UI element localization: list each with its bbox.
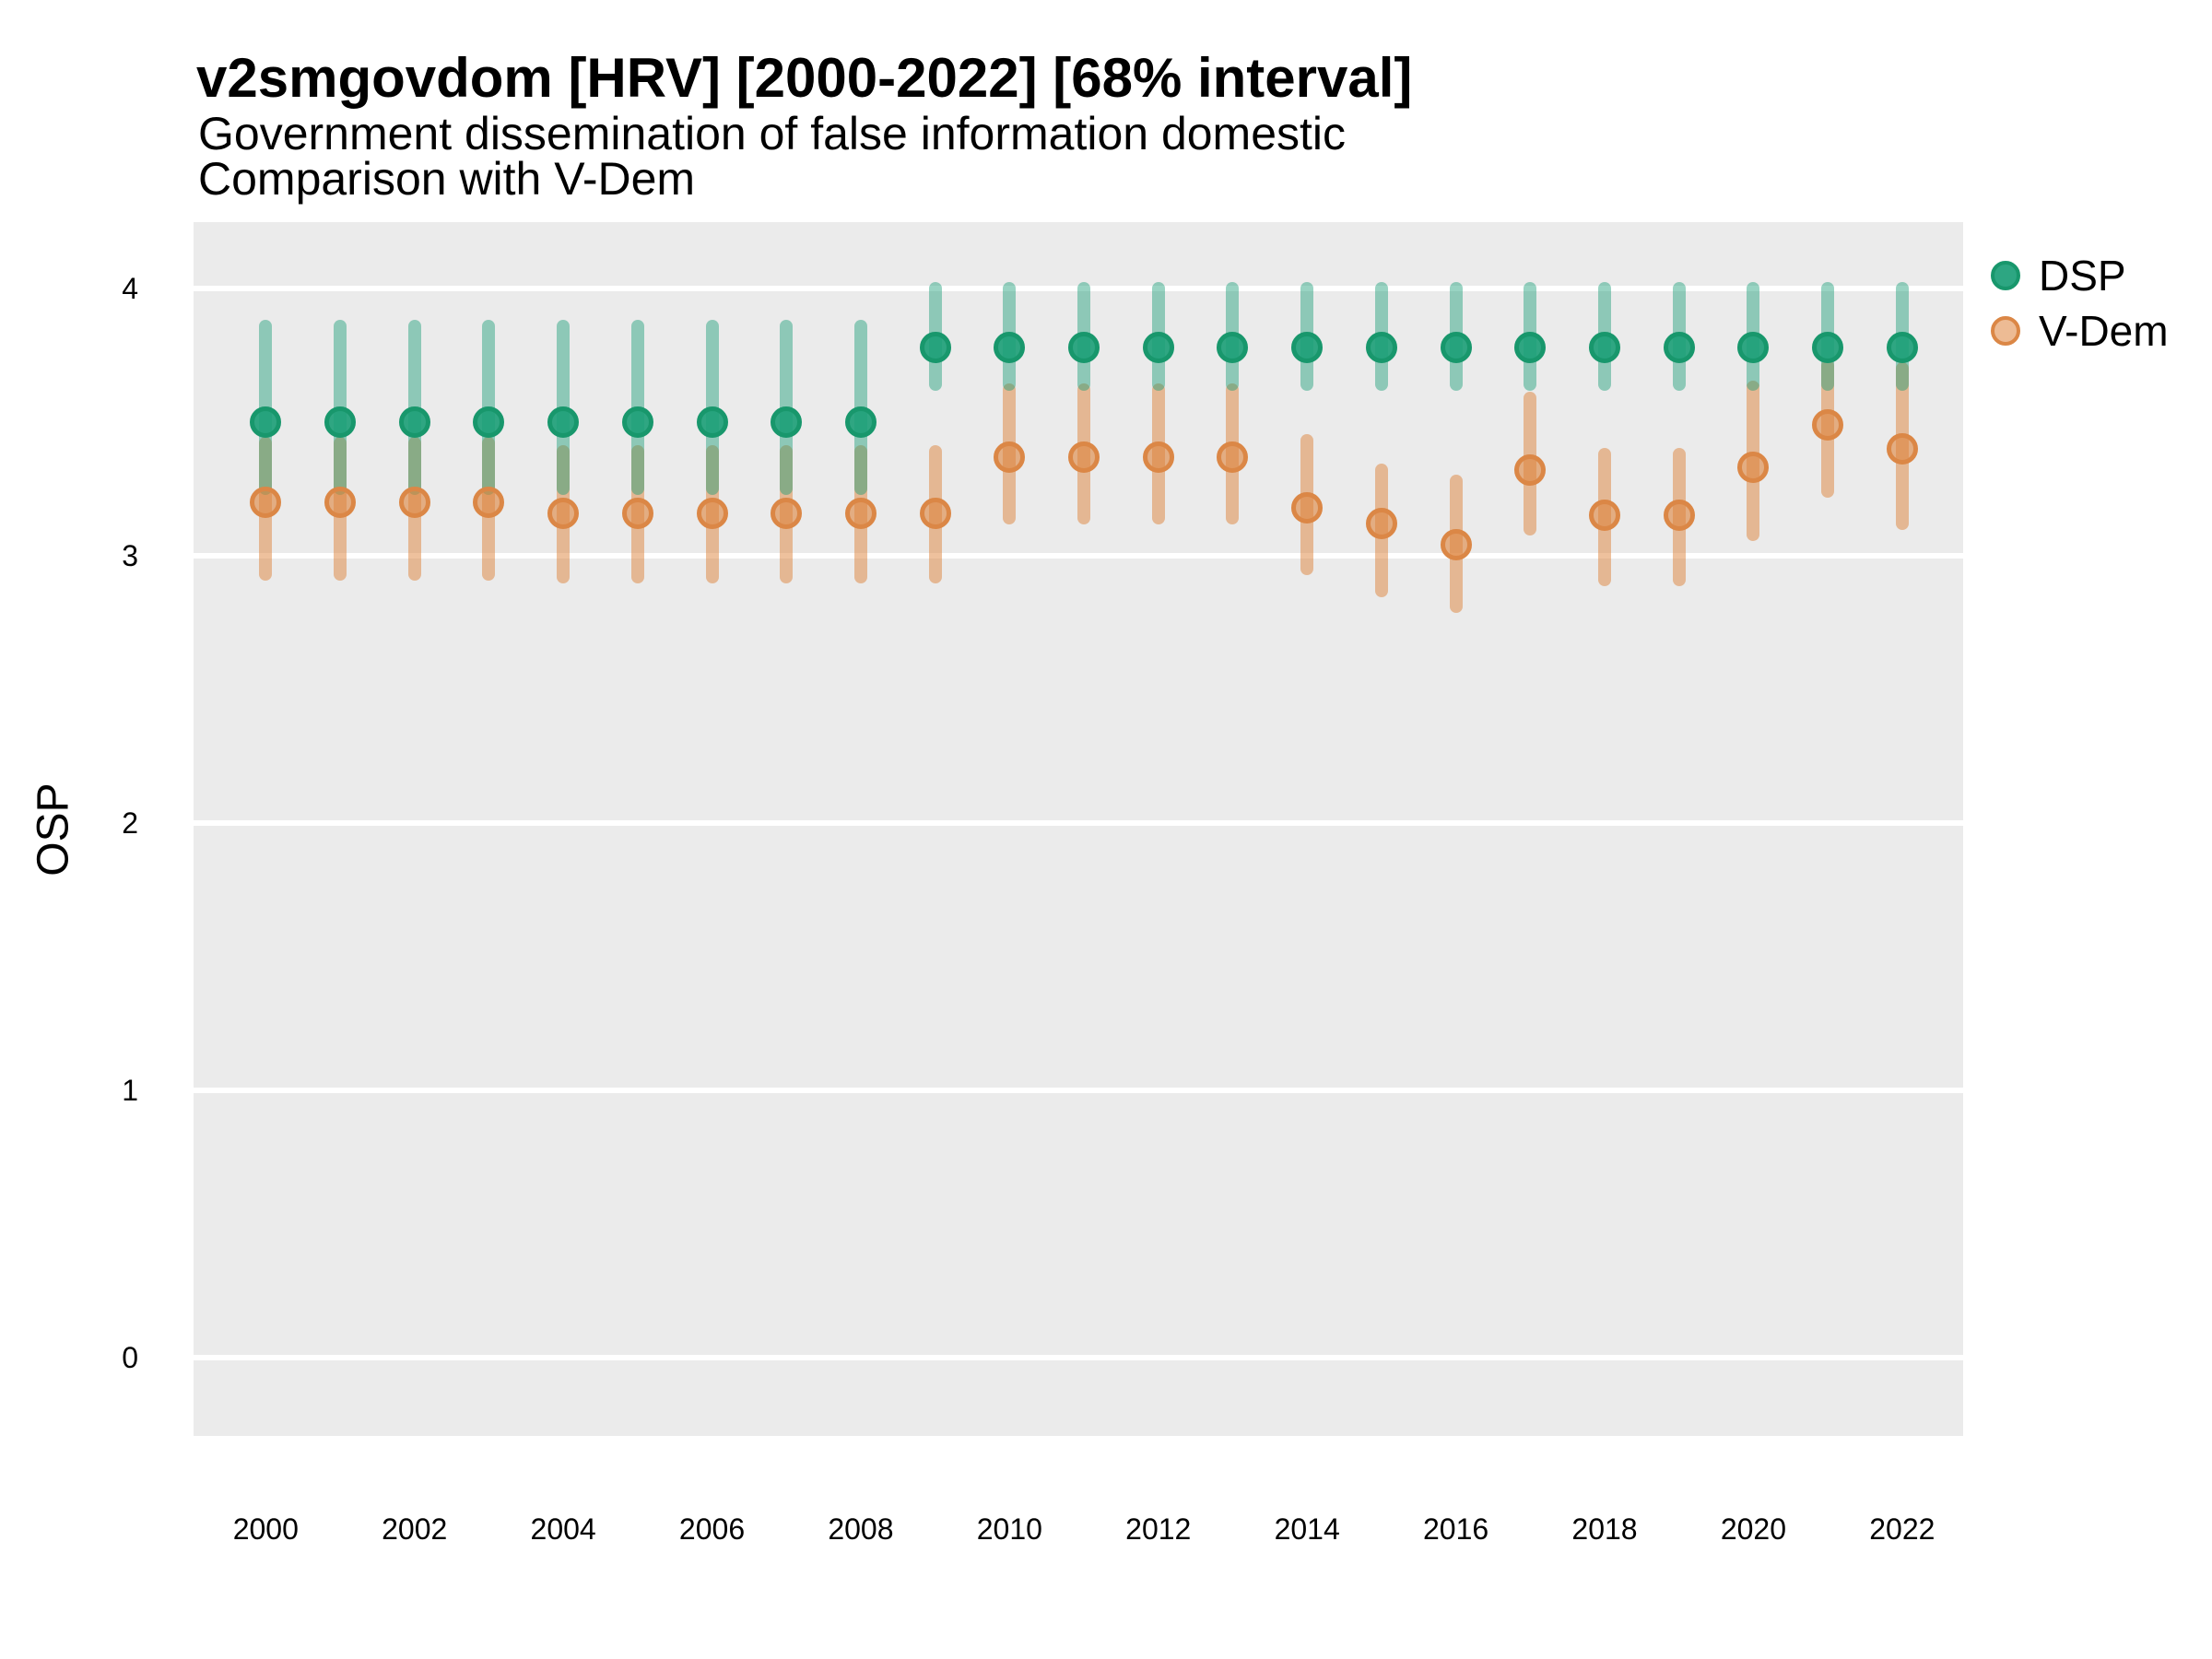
dsp-point: [1663, 331, 1695, 363]
x-tick-label: 2004: [530, 1512, 596, 1546]
dsp-point: [324, 406, 356, 438]
vdem-point: [621, 497, 653, 529]
chart-subtitle-line2: Comparison with V-Dem: [198, 153, 696, 205]
legend-label-vdem: V-Dem: [2039, 307, 2169, 355]
dsp-point: [547, 406, 580, 438]
x-tick-label: 2022: [1869, 1512, 1936, 1546]
x-tick-label: 2012: [1125, 1512, 1192, 1546]
dsp-point: [621, 406, 653, 438]
vdem-point: [696, 497, 728, 529]
y-tick-label: 0: [122, 1341, 138, 1375]
y-tick-label: 4: [122, 271, 138, 305]
vdem-point: [771, 497, 803, 529]
vdem-point: [919, 497, 951, 529]
dsp-point: [1291, 331, 1324, 363]
x-tick-label: 2014: [1274, 1512, 1340, 1546]
vdem-point: [1291, 491, 1324, 524]
dsp-point: [398, 406, 430, 438]
dsp-point: [919, 331, 951, 363]
vdem-point: [473, 486, 505, 518]
dsp-legend-dot-icon: [1991, 261, 2020, 290]
x-tick-label: 2006: [678, 1512, 746, 1546]
legend-label-dsp: DSP: [2039, 252, 2126, 300]
legend-item-dsp: DSP: [1991, 254, 2169, 297]
dsp-point: [1886, 331, 1918, 363]
vdem-point: [1514, 454, 1547, 487]
dsp-point: [1217, 331, 1249, 363]
vdem-point: [324, 486, 356, 518]
vdem-point: [1365, 508, 1397, 540]
vdem-point: [994, 441, 1026, 473]
x-tick-label: 2002: [382, 1512, 448, 1546]
x-tick-label: 2000: [232, 1512, 299, 1546]
gridline-y-2: [194, 819, 1963, 826]
dsp-point: [473, 406, 505, 438]
y-tick-label: 3: [122, 538, 138, 572]
x-tick-label: 2010: [976, 1512, 1042, 1546]
gridline-y-4: [194, 285, 1963, 291]
dsp-point: [1514, 331, 1547, 363]
dsp-point: [1068, 331, 1100, 363]
x-tick-label: 2016: [1422, 1512, 1489, 1546]
gridline-y-3: [194, 552, 1963, 559]
vdem-point: [1812, 408, 1844, 441]
x-tick-label: 2008: [828, 1512, 894, 1546]
vdem-point: [1663, 500, 1695, 532]
y-tick-label: 2: [122, 806, 138, 840]
vdem-point: [1142, 441, 1174, 473]
vdem-point: [398, 486, 430, 518]
vdem-point: [1440, 529, 1472, 561]
vdem-point: [1588, 500, 1620, 532]
dsp-point: [250, 406, 282, 438]
vdem-legend-dot-icon: [1991, 316, 2020, 346]
vdem-point: [250, 486, 282, 518]
chart-subtitle: Government dissemination of false inform…: [198, 108, 1347, 205]
vdem-point: [1737, 452, 1770, 484]
dsp-point: [1142, 331, 1174, 363]
gridline-y-1: [194, 1087, 1963, 1093]
chart-subtitle-line1: Government dissemination of false inform…: [198, 108, 1347, 159]
x-tick-label: 2020: [1720, 1512, 1786, 1546]
gridline-y-0: [194, 1355, 1963, 1361]
vdem-point: [844, 497, 877, 529]
legend-item-vdem: V-Dem: [1991, 310, 2169, 352]
dsp-point: [1812, 331, 1844, 363]
legend: DSP V-Dem: [1991, 254, 2169, 352]
y-tick-label: 1: [122, 1073, 138, 1107]
dsp-point: [771, 406, 803, 438]
dsp-point: [1737, 331, 1770, 363]
plot-panel: [194, 222, 1963, 1436]
x-tick-label: 2018: [1571, 1512, 1638, 1546]
dsp-point: [994, 331, 1026, 363]
vdem-point: [547, 497, 580, 529]
vdem-point: [1886, 432, 1918, 465]
dsp-point: [1440, 331, 1472, 363]
vdem-point: [1068, 441, 1100, 473]
dsp-point: [696, 406, 728, 438]
dsp-point: [1365, 331, 1397, 363]
chart-title: v2smgovdom [HRV] [2000-2022] [68% interv…: [196, 47, 1413, 109]
vdem-point: [1217, 441, 1249, 473]
dsp-point: [844, 406, 877, 438]
dsp-point: [1588, 331, 1620, 363]
